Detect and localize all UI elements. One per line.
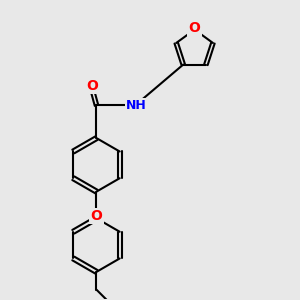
Text: O: O bbox=[189, 21, 200, 35]
Text: O: O bbox=[91, 209, 102, 223]
Text: O: O bbox=[86, 79, 98, 93]
Text: NH: NH bbox=[126, 99, 147, 112]
